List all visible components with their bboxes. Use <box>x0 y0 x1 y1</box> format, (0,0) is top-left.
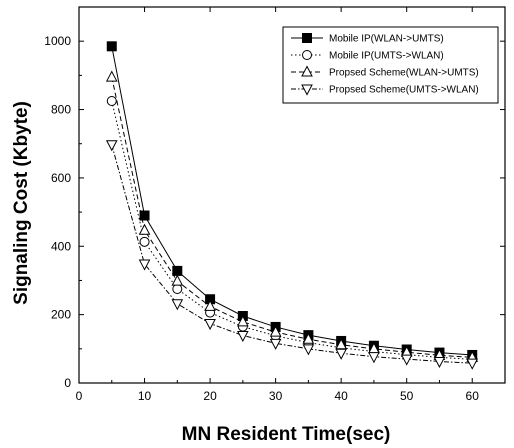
y-tick-label: 1000 <box>44 34 71 48</box>
data-point <box>138 223 151 235</box>
data-point <box>335 348 347 360</box>
data-point <box>269 325 282 337</box>
x-tick-label: 20 <box>203 389 217 403</box>
data-point <box>105 70 118 82</box>
x-axis-title: MN Resident Time(sec) <box>182 424 391 445</box>
series-line-1 <box>111 46 473 356</box>
data-point <box>302 332 315 344</box>
x-tick-label: 0 <box>76 389 83 403</box>
legend-label-2: Mobile IP(UMTS->WLAN) <box>329 51 444 62</box>
series-2 <box>106 96 478 365</box>
data-point <box>269 338 282 350</box>
plot-frame <box>78 6 506 384</box>
data-point <box>204 299 216 311</box>
data-point <box>139 210 150 221</box>
axes <box>78 6 506 384</box>
series-line-4 <box>111 144 473 364</box>
legend-label-3: Propsed Scheme(WLAN->UMTS) <box>329 68 479 79</box>
legend: Mobile IP(WLAN->UMTS) Mobile IP(UMTS->WLA… <box>282 26 499 104</box>
data-point <box>172 284 183 294</box>
series-4 <box>105 140 479 370</box>
data-point <box>172 265 183 276</box>
legend-label-1: Mobile IP(WLAN->UMTS) <box>329 34 444 45</box>
data-point <box>368 352 380 364</box>
x-tick-label: 60 <box>466 389 480 403</box>
data-point <box>335 338 347 350</box>
data-point <box>237 315 249 327</box>
series-3 <box>105 70 479 362</box>
data-point <box>171 299 184 311</box>
data-point <box>400 354 413 366</box>
series <box>105 41 479 370</box>
data-point <box>138 259 151 271</box>
x-tick-label: 40 <box>334 389 348 403</box>
data-point <box>204 319 216 331</box>
y-tick-label: 400 <box>51 239 71 253</box>
legend-marker-3 <box>301 65 313 77</box>
data-point <box>466 358 479 370</box>
data-point <box>106 41 117 52</box>
x-tick-label: 10 <box>138 389 152 403</box>
data-point <box>105 140 118 152</box>
series-line-3 <box>111 76 473 358</box>
legend-marker-4 <box>301 84 313 96</box>
x-tick-label: 50 <box>400 389 414 403</box>
legend-marker-2 <box>302 50 312 60</box>
legend-label-4: Propsed Scheme(UMTS->WLAN) <box>329 85 479 96</box>
data-point <box>302 344 315 356</box>
y-tick-label: 0 <box>64 376 71 390</box>
series-line-2 <box>111 100 473 360</box>
y-tick-label: 200 <box>51 308 71 322</box>
legend-marker-1 <box>302 33 312 43</box>
data-point <box>106 96 117 106</box>
y-axis-title: Signaling Cost (Kbyte) <box>11 101 32 305</box>
y-tick-label: 600 <box>51 171 71 185</box>
y-tick-label: 800 <box>51 103 71 117</box>
data-point <box>139 236 150 247</box>
x-tick-label: 30 <box>269 389 283 403</box>
data-point <box>237 330 249 343</box>
data-point <box>171 274 184 286</box>
data-point <box>433 356 446 369</box>
legend-box <box>282 26 499 104</box>
